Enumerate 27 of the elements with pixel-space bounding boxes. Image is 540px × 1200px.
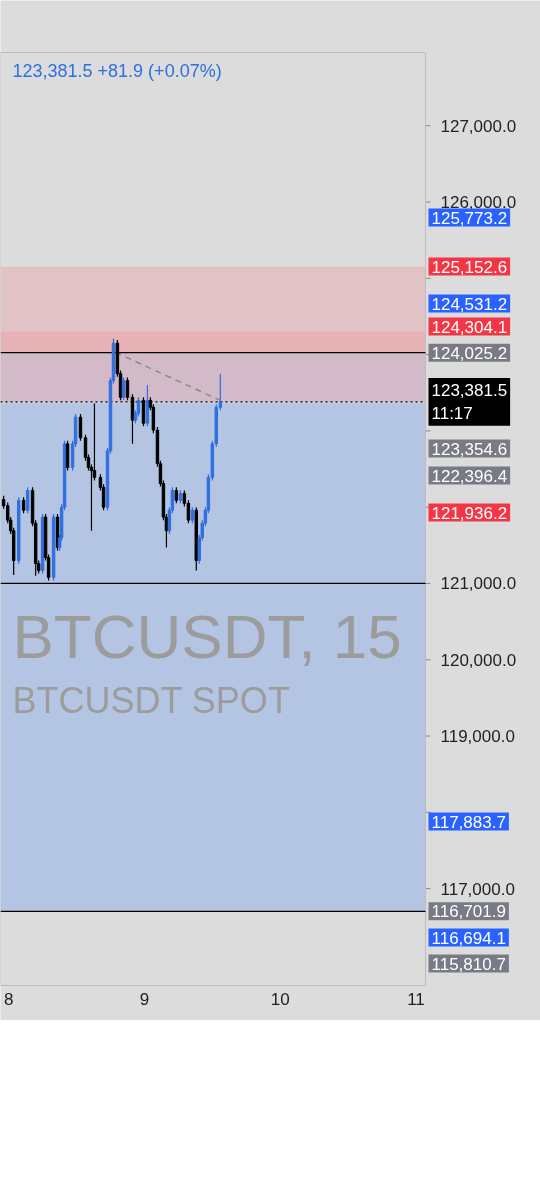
y-tick-label: 127,000.0 — [440, 116, 517, 136]
text: 125,773.2 — [431, 208, 508, 228]
text: 115,810.7 — [431, 954, 506, 974]
text: 125,152.6 — [431, 257, 508, 277]
y-tick-label: 117,000.0 — [440, 879, 515, 899]
x-tick-label: 9 — [139, 989, 150, 1009]
text: 124,304.1 — [431, 317, 508, 337]
text: 123,354.6 — [431, 439, 508, 459]
candlestick — [25, 486, 30, 514]
x-tick-label: 8 — [3, 989, 14, 1009]
x-tick-label: 11 — [407, 989, 425, 1009]
x-tick-label: 10 — [270, 989, 290, 1009]
y-tick-label: 119,000.0 — [440, 727, 515, 747]
ref-line-label: 116,701.9 — [431, 902, 506, 922]
text: 116,694.1 — [431, 928, 506, 948]
chart-title: 123,381.5 +81.9 (+0.07%) — [12, 60, 222, 81]
text: 122,396.4 — [431, 466, 508, 486]
y-tick-label: 120,000.0 — [440, 650, 517, 670]
text: 117,883.7 — [431, 812, 506, 832]
text: 121,936.2 — [431, 503, 508, 523]
ref-line-label: 123,381.5 11:17 — [431, 380, 508, 423]
ref-line-label: 124,025.2 — [431, 343, 508, 363]
text: 124,531.2 — [431, 294, 508, 314]
y-tick-label: 121,000.0 — [440, 574, 517, 594]
annotation: BTCUSDT SPOT — [12, 679, 290, 721]
candlestick — [121, 376, 126, 401]
annotation: BTCUSDT, 15 — [12, 601, 402, 671]
